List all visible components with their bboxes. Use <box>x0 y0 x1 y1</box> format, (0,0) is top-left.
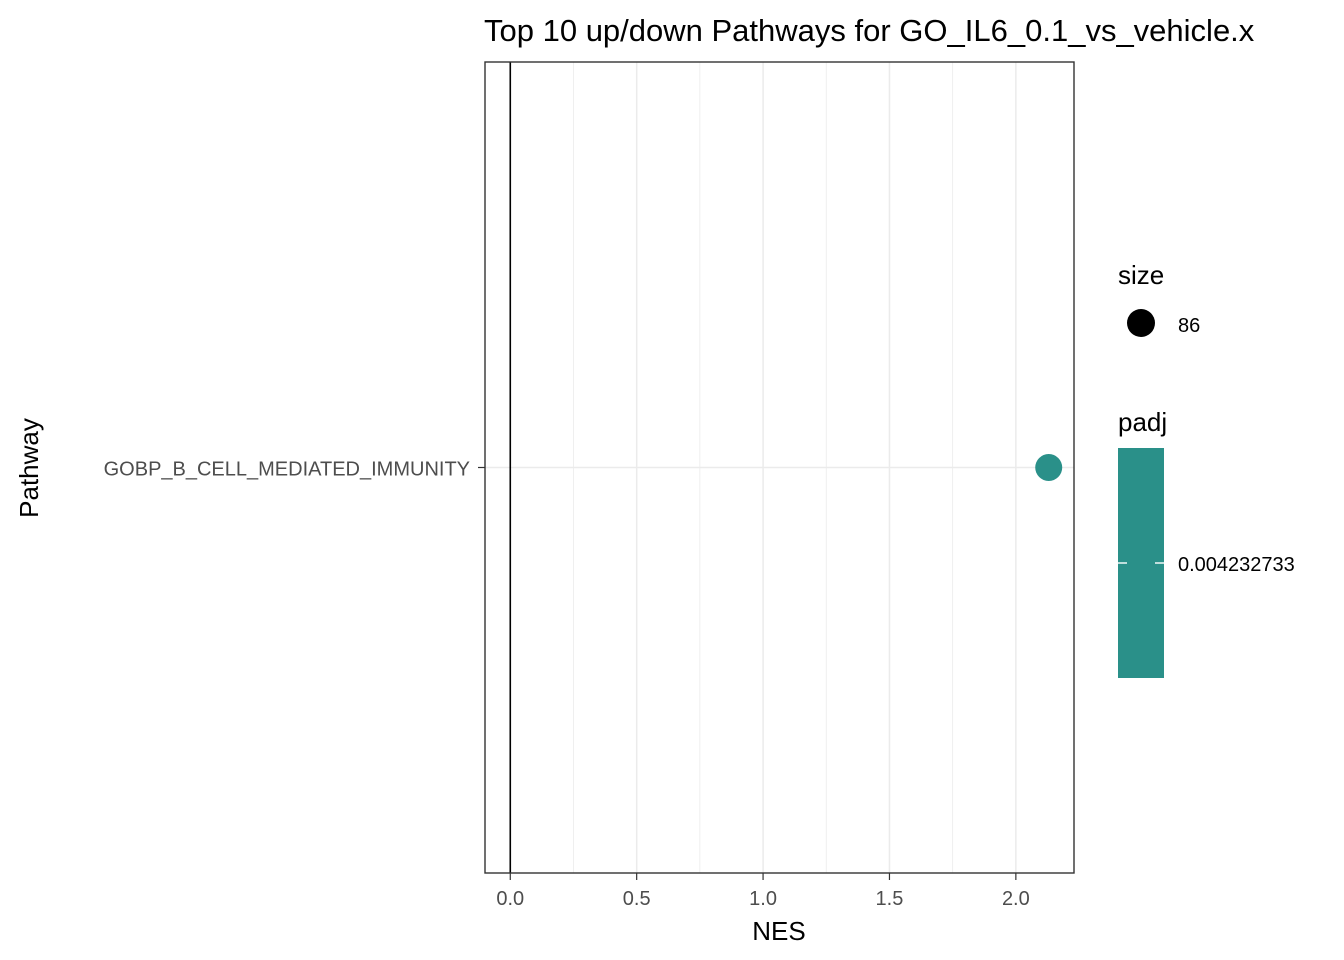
x-tick-label: 0.5 <box>623 888 651 910</box>
data-point <box>1035 454 1063 481</box>
y-axis-ticks: GOBP_B_CELL_MEDIATED_IMMUNITY <box>104 459 485 481</box>
size-legend: size 86 <box>1118 260 1200 337</box>
chart-title: Top 10 up/down Pathways for GO_IL6_0.1_v… <box>484 13 1255 48</box>
size-legend-label: 86 <box>1178 315 1200 337</box>
x-tick-label: 0.0 <box>496 888 524 910</box>
padj-legend-label: 0.004232733 <box>1178 554 1295 576</box>
grid-lines <box>485 62 1074 873</box>
size-legend-title: size <box>1118 260 1164 290</box>
y-axis-title: Pathway <box>14 418 44 518</box>
x-tick-label: 2.0 <box>1002 888 1030 910</box>
y-tick-label: GOBP_B_CELL_MEDIATED_IMMUNITY <box>104 459 470 481</box>
size-legend-key <box>1127 309 1155 337</box>
x-axis-ticks: 0.0 0.5 1.0 1.5 2.0 <box>496 873 1030 910</box>
x-tick-label: 1.5 <box>876 888 904 910</box>
padj-legend-title: padj <box>1118 407 1167 437</box>
padj-legend: padj 0.004232733 <box>1118 407 1295 678</box>
x-tick-label: 1.0 <box>749 888 777 910</box>
data-points <box>1035 454 1063 481</box>
x-axis-title: NES <box>752 916 805 946</box>
